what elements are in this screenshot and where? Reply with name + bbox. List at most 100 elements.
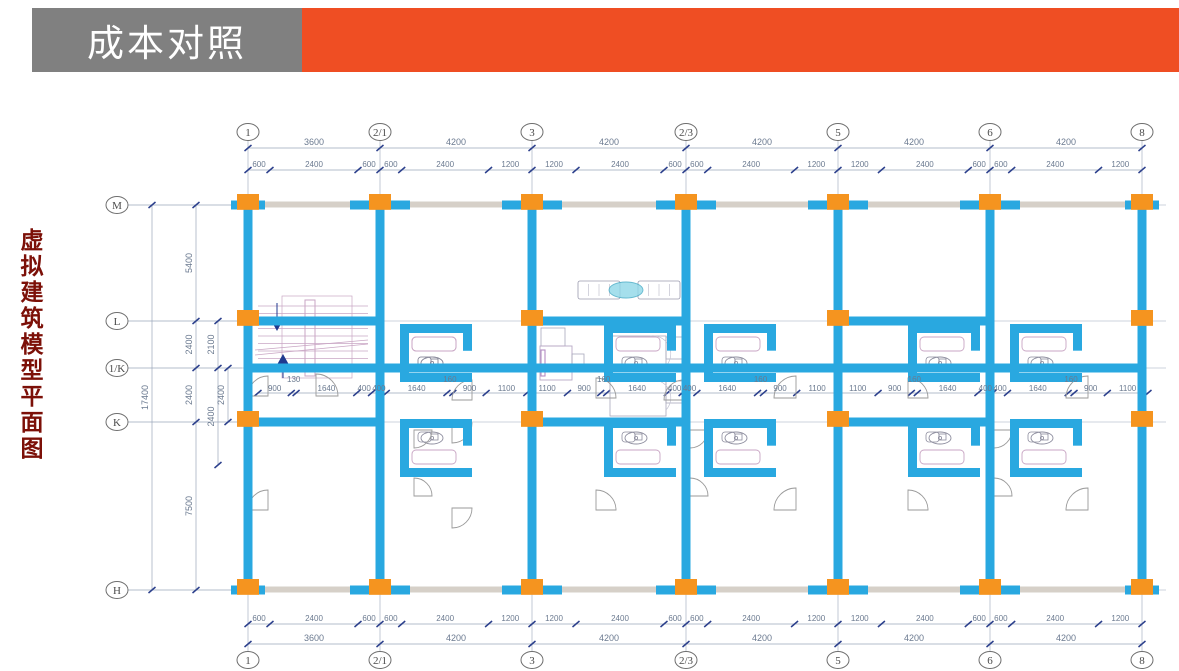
dimension-text: 1640 [718,384,736,393]
walls-layer [231,200,1159,595]
bathroom-wall [908,324,917,382]
dimension-text: 1200 [501,160,519,169]
svg-text:2/1: 2/1 [373,127,387,139]
dimension-text: 160 [754,375,768,384]
grid-bubble-top: 2/3 [674,123,698,141]
bathroom-room-lower [704,419,776,477]
bathroom-wall [704,419,713,477]
dimension-text: 600 [994,614,1008,623]
dimension-text: 1200 [851,614,869,623]
bathroom-wall [667,419,676,446]
dimension-text: 600 [690,160,704,169]
dimension-text: 160 [908,375,922,384]
dimension-text: 900 [773,384,787,393]
svg-text:8: 8 [1139,655,1145,667]
bathroom-wall [1073,419,1082,446]
room-partition-wall [838,417,990,427]
bathtub-icon [615,449,661,465]
svg-text:H: H [113,585,121,597]
dimension-text: 400 [372,384,386,393]
dimension-text: 1640 [939,384,957,393]
structural-column [1131,310,1153,326]
svg-text:2/3: 2/3 [679,655,694,667]
svg-text:2/1: 2/1 [373,655,387,667]
grid-bubble-top: 8 [1130,123,1154,141]
bathtub-icon [615,336,661,352]
dimension-text: 600 [252,160,266,169]
dimension-text: 900 [268,384,282,393]
dimension-text-layer: 600 2400 600 600 2400 1200 1200 2400 600 600 2400 1… [140,137,1137,643]
grid-bubble-top: 5 [826,123,850,141]
grid-bubble-top: 2/1 [368,123,392,141]
dimension-text: 400 [668,384,682,393]
grid-bubble-left: M [105,196,129,214]
header-title: 成本对照 [87,22,247,65]
bathroom-wall [1010,468,1082,477]
svg-text:6: 6 [987,655,993,667]
room-partition-wall [248,316,380,326]
bathroom-wall [1010,324,1019,382]
dimension-text: 600 [362,160,376,169]
door-swing-icon [907,489,929,511]
dimension-text: 2400 [1046,614,1064,623]
dimension-text: 1100 [808,384,826,393]
dimension-text: 2400 [611,614,629,623]
grid-bubble-left: H [105,581,129,599]
door-swing-icon [689,477,709,497]
grid-bubble-top: 6 [978,123,1002,141]
exterior-wall-left [243,205,253,590]
coffee-table-icon [608,281,644,299]
bathtub-icon [715,336,761,352]
bathroom-wall [604,373,676,382]
side-title-char: 型 [20,358,44,384]
dimension-text: 600 [972,160,986,169]
dimension-text: 4200 [752,137,772,147]
room-partition-wall [838,316,990,326]
bathtub-icon [919,449,965,465]
svg-text:1: 1 [245,127,251,139]
bathroom-wall [1073,324,1082,351]
dimension-text: 1200 [1111,614,1129,623]
dimension-text: 900 [577,384,591,393]
structural-column [237,310,259,326]
side-vertical-title: 虚 拟 建 筑 模 型 平 面 图 [12,228,52,462]
svg-text:1: 1 [245,655,251,667]
dimension-text: 600 [994,160,1008,169]
bathroom-wall [400,324,409,382]
structural-column [675,194,697,210]
dimension-text: 2400 [916,160,934,169]
bathroom-wall [908,373,980,382]
dimension-text: 4200 [1056,137,1076,147]
toilet-tank-icon [1040,433,1049,441]
dimension-text: 4200 [904,633,924,643]
toilet-tank-icon [634,433,643,441]
side-title-char: 拟 [20,254,44,280]
bathtub-icon [919,336,965,352]
bathroom-wall [704,324,713,382]
dimension-text: 4200 [599,137,619,147]
dimension-text: 900 [888,384,902,393]
door-swing-icon [451,507,473,529]
dimension-text: 1200 [1111,160,1129,169]
washbasin-icon [1030,431,1054,445]
corridor-wall [248,363,1142,373]
bathtub-icon [1021,336,1067,352]
interior-wall-vertical [375,205,385,590]
side-title-char: 筑 [20,306,44,332]
svg-text:5: 5 [835,127,841,139]
dimension-text: 2400 [305,614,323,623]
bathroom-wall [463,324,472,351]
bathroom-wall [704,373,776,382]
floor-plan-drawing: 1 2/1 3 2/3 5 6 8 1 2/1 3 2/3 5 6 8 M L 1/K K H 600 2400 600… [0,78,1179,671]
dimension-lines-layer [148,144,1152,648]
dimension-text: 600 [668,160,682,169]
door-swing-icon [595,489,617,511]
svg-text:8: 8 [1139,127,1145,139]
bathtub-icon [1021,449,1067,465]
dimension-text: 900 [463,384,477,393]
bathroom-wall [908,419,917,477]
bathtub-icon [411,336,457,352]
dimension-text: 900 [1084,384,1098,393]
structural-column [827,194,849,210]
dimension-text: 1200 [807,614,825,623]
